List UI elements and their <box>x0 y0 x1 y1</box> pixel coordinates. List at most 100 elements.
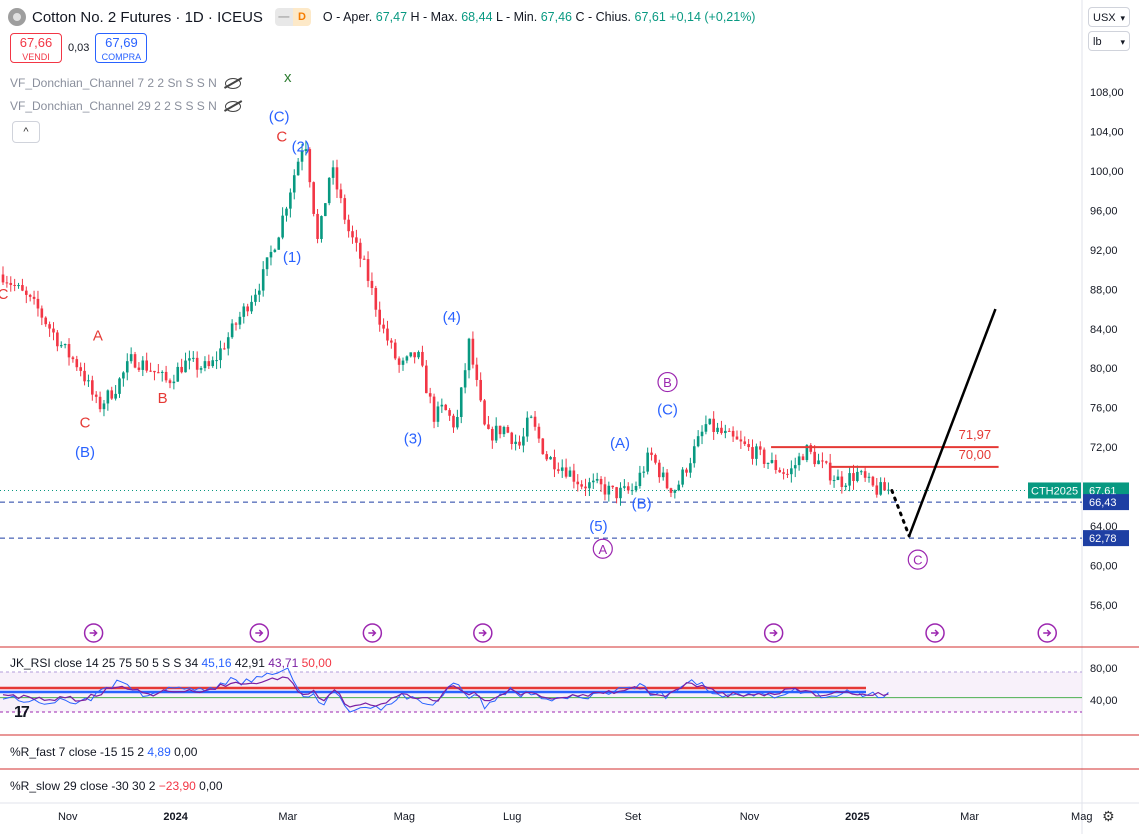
candle-body <box>157 372 160 374</box>
candle-body <box>630 490 634 492</box>
candle-body <box>529 416 533 418</box>
time-axis-label: Mar <box>960 811 979 823</box>
candle-body <box>164 371 168 381</box>
candle-body <box>223 348 226 350</box>
candle-body <box>226 337 230 349</box>
candle-body <box>689 463 692 473</box>
indicator-donchian-2[interactable]: VF_Donchian_Channel 29 2 2 S S S N <box>10 99 241 113</box>
y-tick-label: 64,00 <box>1090 521 1118 533</box>
candle-body <box>560 467 564 471</box>
candle-body <box>110 390 114 399</box>
candle-body <box>273 249 277 252</box>
indicator-donchian-1[interactable]: VF_Donchian_Channel 7 2 2 Sn S S N <box>10 76 241 90</box>
rsi-axis-label: 80,00 <box>1090 663 1118 675</box>
candle-body <box>716 427 719 432</box>
candle-body <box>692 446 696 464</box>
candle-body <box>603 484 607 495</box>
ohlc-open-value: 67,47 <box>375 10 408 24</box>
wave-label: B <box>663 375 672 390</box>
buy-button[interactable]: 67,69 COMPRA <box>95 33 148 63</box>
symbol-title[interactable]: Cotton No. 2 Futures · 1D · ICEUS <box>32 8 263 26</box>
candle-body <box>448 410 451 416</box>
candle-body <box>615 487 618 499</box>
candle-body <box>242 306 246 317</box>
candle-body <box>184 360 187 373</box>
wave-label: B <box>158 390 168 407</box>
candle-body <box>751 447 754 459</box>
badge-delayed[interactable]: D <box>292 8 311 26</box>
candle-body <box>786 473 789 475</box>
wave-label: x <box>284 69 292 86</box>
sell-price: 67,66 <box>19 35 53 50</box>
rsi-name: JK_RSI close 14 25 75 50 5 S S 34 <box>10 656 199 670</box>
candle-body <box>557 469 560 471</box>
rfast-legend[interactable]: %R_fast 7 close -15 15 2 4,89 0,00 <box>10 745 197 759</box>
candle-body <box>805 445 809 461</box>
candle-body <box>459 387 463 417</box>
candle-body <box>207 361 211 367</box>
candle-body <box>564 467 568 477</box>
settings-gear-icon[interactable]: ⚙ <box>1102 808 1115 824</box>
resistance-label: 71,97 <box>959 427 992 442</box>
candle-body <box>580 484 583 487</box>
candle-body <box>145 360 148 371</box>
candle-body <box>801 456 805 461</box>
candle-body <box>494 425 498 441</box>
tradingview-logo[interactable]: 17 <box>14 704 30 721</box>
candle-body <box>9 282 13 285</box>
currency-select[interactable]: USX ▾ <box>1088 7 1130 27</box>
rslow-legend[interactable]: %R_slow 29 close -30 30 2 −23,90 0,00 <box>10 779 223 793</box>
candle-body <box>1 274 5 283</box>
candle-body <box>599 478 603 485</box>
eye-hidden-icon[interactable] <box>224 77 241 89</box>
collapse-indicators-button[interactable]: ^ <box>12 121 40 143</box>
wave-label: C <box>0 286 9 303</box>
rsi-legend[interactable]: JK_RSI close 14 25 75 50 5 S S 34 45,16 … <box>10 656 332 670</box>
candle-body <box>634 486 638 491</box>
candle-body <box>545 454 548 460</box>
spread-value: 0,03 <box>68 42 90 54</box>
ohlc-change: +0,14 (+0,21%) <box>669 10 756 24</box>
candle-body <box>56 332 59 347</box>
candle-body <box>813 451 816 465</box>
candle-body <box>770 460 774 463</box>
candle-body <box>677 484 681 491</box>
y-tick-label: 108,00 <box>1090 87 1124 99</box>
candle-body <box>106 390 110 404</box>
candle-body <box>871 476 875 486</box>
chart-header: Cotton No. 2 Futures · 1D · ICEUS — D O … <box>8 6 755 28</box>
candle-body <box>840 476 844 487</box>
candle-body <box>347 219 350 232</box>
candle-body <box>393 342 397 359</box>
eye-hidden-icon[interactable] <box>224 100 241 112</box>
candle-body <box>67 344 71 358</box>
sell-button[interactable]: 67,66 VENDI <box>10 33 62 63</box>
event-marker-icon <box>473 623 493 643</box>
candle-body <box>859 471 863 473</box>
candle-body <box>133 354 137 368</box>
candle-body <box>21 285 24 291</box>
y-tick-label: 96,00 <box>1090 205 1118 217</box>
candle-body <box>848 473 851 486</box>
candle-body <box>514 441 517 444</box>
candle-body <box>825 461 828 463</box>
price-tag <box>1083 530 1129 547</box>
unit-select[interactable]: lb ▾ <box>1088 31 1130 51</box>
candle-body <box>17 285 20 287</box>
buy-price: 67,69 <box>105 35 138 50</box>
ohlc-open-label: O - Aper. <box>322 10 373 24</box>
candle-body <box>727 430 731 432</box>
rslow-value-2: 0,00 <box>199 779 223 793</box>
candle-body <box>483 400 486 425</box>
y-tick-label: 88,00 <box>1090 284 1118 296</box>
candle-body <box>94 394 98 397</box>
candle-body <box>887 489 890 491</box>
time-axis-label: Nov <box>740 811 760 823</box>
candle-body <box>875 485 879 495</box>
ohlc-close-label: C - Chius. <box>575 10 632 24</box>
wave-label: C <box>913 553 922 568</box>
candle-body <box>502 426 506 435</box>
time-axis-label: 2024 <box>163 811 188 823</box>
candle-body <box>25 290 28 295</box>
